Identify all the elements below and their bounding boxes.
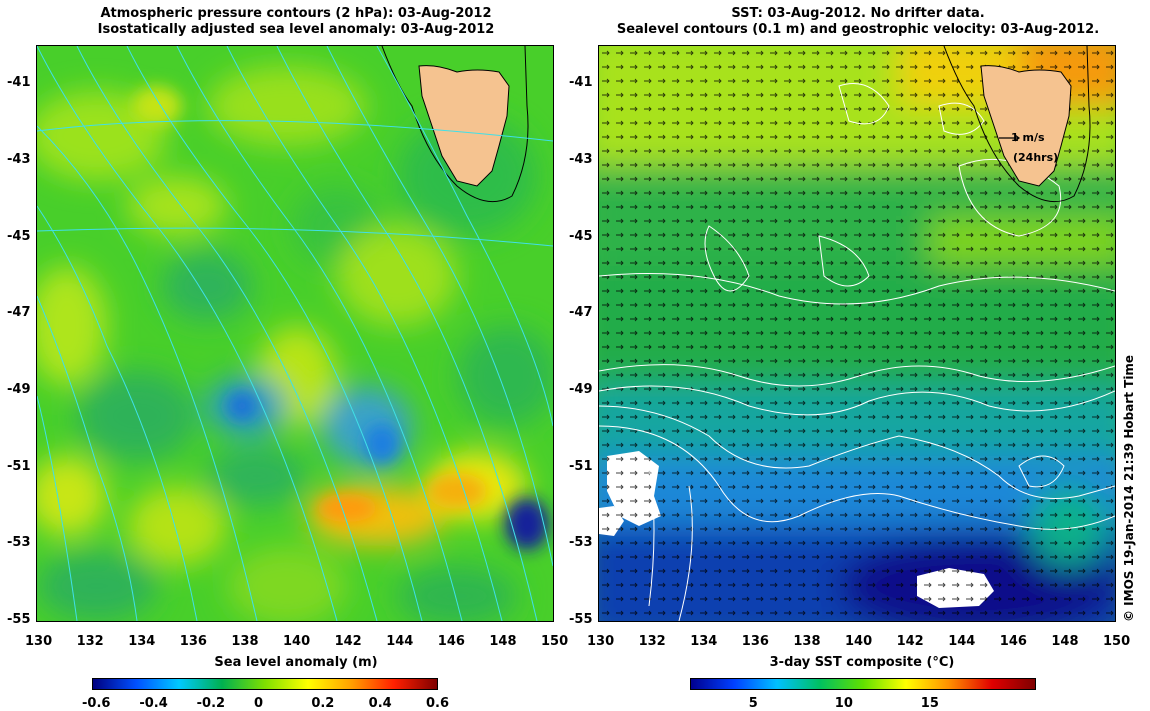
- right-colorbar-tick: 10: [834, 696, 853, 711]
- sea-level-anomaly-map: [36, 45, 554, 622]
- left-y-tick-label: -47: [7, 305, 31, 321]
- left-y-tick-label: -55: [7, 612, 31, 627]
- shelf-contour-right: [943, 46, 1091, 203]
- left-y-tick-label: -49: [7, 382, 31, 397]
- right-colorbar-tick: 5: [748, 696, 758, 711]
- right-x-tick-label: 142: [896, 634, 924, 649]
- pressure-contours: [37, 46, 553, 621]
- left-y-tick-label: -41: [7, 75, 31, 91]
- sst-svg: 1 m/s (24hrs): [599, 46, 1115, 621]
- right-y-tick-label: -47: [569, 305, 593, 321]
- right-x-tick-label: 144: [948, 634, 976, 649]
- left-colorbar-tick: 0: [254, 696, 264, 711]
- left-x-tick-label: 138: [231, 634, 259, 649]
- left-colorbar-tick: -0.4: [139, 696, 168, 711]
- left-x-tick-label: 146: [437, 634, 465, 649]
- left-x-tick-label: 142: [334, 634, 362, 649]
- left-x-tick-label: 134: [128, 634, 156, 649]
- left-x-tick-label: 144: [386, 634, 414, 649]
- velocity-scale-arrow-icon: [999, 134, 1020, 142]
- right-x-tick-label: 146: [999, 634, 1027, 649]
- velocity-scale-label: 1 m/s: [1011, 131, 1045, 144]
- sst-map: 1 m/s (24hrs): [598, 45, 1116, 622]
- right-y-tick-label: -43: [569, 152, 593, 167]
- left-colorbar-tick: -0.2: [196, 696, 226, 711]
- left-x-tick-label: 136: [179, 634, 207, 649]
- right-title-line1: SST: 03-Aug-2012. No drifter data.: [731, 6, 985, 21]
- right-colorbar: [690, 678, 1036, 690]
- left-y-tick-label: -53: [7, 535, 31, 551]
- left-x-tick-label: 140: [283, 634, 311, 649]
- left-x-tick-label: 132: [76, 634, 104, 649]
- left-colorbar-label: Sea level anomaly (m): [214, 655, 378, 670]
- right-x-tick-label: 134: [690, 634, 718, 649]
- velocity-scale-sublabel: (24hrs): [1013, 151, 1058, 164]
- right-title: SST: 03-Aug-2012. No drifter data. Seale…: [598, 6, 1118, 38]
- right-colorbar-label: 3-day SST composite (°C): [769, 655, 955, 670]
- right-title-line2: Sealevel contours (0.1 m) and geostrophi…: [616, 22, 1100, 37]
- right-y-tick-label: -41: [569, 75, 593, 91]
- left-colorbar-tick: 0.2: [311, 696, 335, 711]
- left-title: Atmospheric pressure contours (2 hPa): 0…: [36, 6, 556, 38]
- right-y-tick-label: -53: [569, 535, 593, 551]
- right-x-tick-label: 148: [1051, 634, 1079, 649]
- right-y-tick-label: -49: [569, 382, 593, 397]
- left-y-tick-label: -51: [7, 458, 31, 474]
- anomaly-extremes: [132, 86, 549, 550]
- left-x-tick-label: 150: [541, 634, 569, 649]
- right-x-tick-label: 150: [1103, 634, 1131, 649]
- tasmania-land: [418, 65, 510, 187]
- right-x-tick-label: 132: [638, 634, 666, 649]
- left-title-line2: Isostatically adjusted sea level anomaly…: [97, 22, 495, 37]
- left-colorbar-tick: 0.6: [426, 696, 450, 711]
- right-x-tick-label: 140: [845, 634, 873, 649]
- right-colorbar-tick: 15: [920, 696, 939, 711]
- sea-level-anomaly-svg: [37, 46, 553, 621]
- right-y-tick-label: -51: [569, 458, 593, 474]
- right-y-tick-label: -45: [569, 228, 593, 244]
- left-y-tick-label: -43: [7, 152, 31, 167]
- left-colorbar: [92, 678, 438, 690]
- imos-credit: © IMOS 19-Jan-2014 21:39 Hobart Time: [1122, 354, 1136, 622]
- tasmania-land-right: [980, 65, 1072, 187]
- right-y-tick-label: -55: [569, 612, 593, 627]
- right-x-tick-label: 136: [741, 634, 769, 649]
- left-y-tick-label: -45: [7, 228, 31, 244]
- left-colorbar-tick: 0.4: [368, 696, 392, 711]
- left-x-tick-label: 148: [489, 634, 517, 649]
- shelf-contour: [381, 46, 529, 203]
- left-title-line1: Atmospheric pressure contours (2 hPa): 0…: [100, 6, 492, 21]
- right-x-tick-label: 138: [793, 634, 821, 649]
- right-x-tick-label: 130: [587, 634, 615, 649]
- sealevel-contours: [599, 83, 1115, 621]
- left-colorbar-tick: -0.6: [82, 696, 111, 711]
- left-x-tick-label: 130: [25, 634, 53, 649]
